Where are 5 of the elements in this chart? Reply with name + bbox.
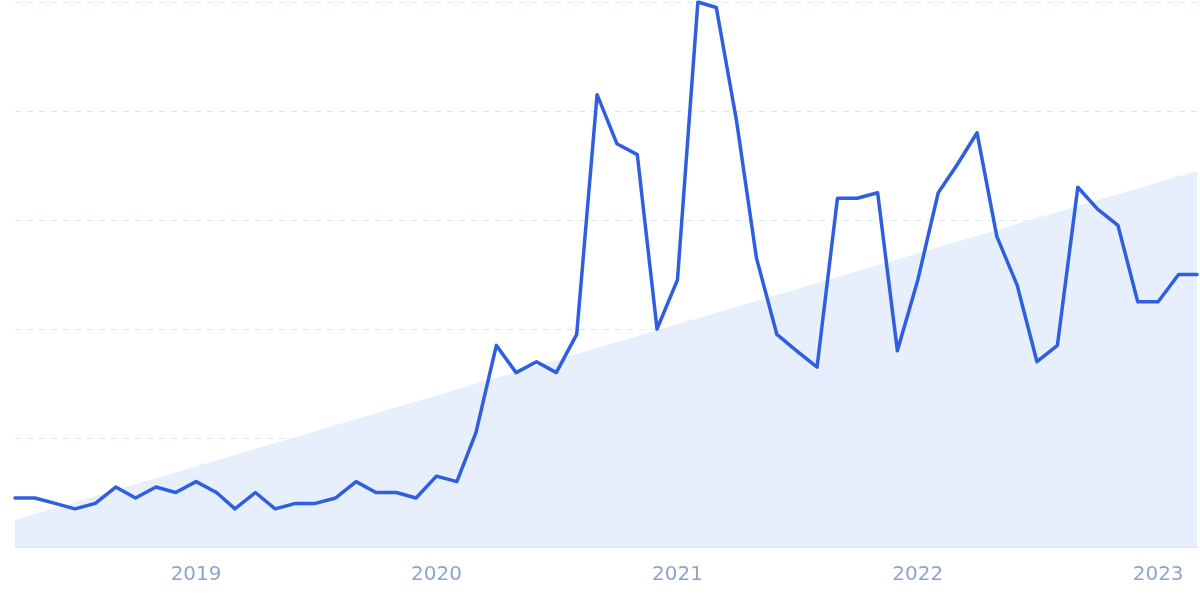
x-tick-label: 2023 xyxy=(1132,561,1184,585)
x-tick-label: 2021 xyxy=(651,561,703,585)
x-tick-label: 2020 xyxy=(410,561,462,585)
x-tick-label: 2019 xyxy=(170,561,222,585)
x-tick-label: 2022 xyxy=(892,561,944,585)
